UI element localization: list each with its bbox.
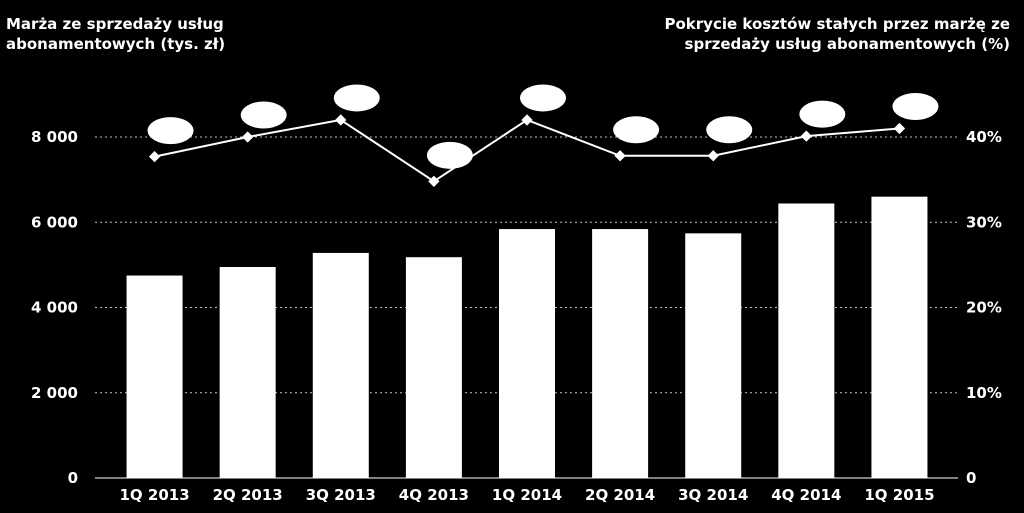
- data-label-bubble: [613, 116, 660, 144]
- y2-tick-label: 20%: [966, 299, 1002, 317]
- x-tick-label: 1Q 2013: [119, 486, 189, 504]
- y-tick-label: 2 000: [31, 384, 78, 402]
- data-label-bubble: [426, 141, 473, 169]
- line-series: [154, 118, 900, 183]
- line-marker: [893, 122, 906, 135]
- bar: [312, 252, 369, 478]
- x-tick-label: 1Q 2015: [864, 486, 934, 504]
- line-marker: [800, 130, 812, 142]
- line-marker: [148, 150, 161, 163]
- x-tick-label: 2Q 2014: [585, 486, 655, 504]
- x-tick-label: 4Q 2013: [399, 486, 469, 504]
- data-label-bubble: [706, 116, 753, 144]
- data-label-bubble: [333, 84, 380, 112]
- line-marker: [335, 114, 347, 126]
- y-tick-label: 0: [68, 469, 78, 487]
- bar: [219, 267, 276, 478]
- y-tick-label: 6 000: [31, 213, 78, 231]
- y-tick-label: 4 000: [31, 299, 78, 317]
- x-tick-label: 3Q 2013: [306, 486, 376, 504]
- bar: [592, 229, 649, 478]
- data-label-bubble: [240, 101, 287, 129]
- data-label-bubble: [799, 100, 846, 128]
- x-tick-label: 3Q 2014: [678, 486, 748, 504]
- data-label-bubble: [520, 84, 566, 112]
- y2-tick-label: 0: [966, 469, 976, 487]
- y2-tick-label: 30%: [966, 213, 1002, 231]
- line-marker: [707, 150, 719, 162]
- line-marker: [428, 175, 440, 187]
- line-marker: [242, 131, 254, 143]
- bar: [871, 196, 928, 479]
- x-tick-label: 1Q 2014: [492, 486, 562, 504]
- x-tick-label: 4Q 2014: [771, 486, 841, 504]
- data-label-bubble: [147, 117, 194, 145]
- x-tick-label: 2Q 2013: [213, 486, 283, 504]
- bar: [405, 257, 462, 478]
- line-marker: [614, 150, 626, 162]
- bar: [126, 275, 183, 478]
- y2-tick-label: 10%: [966, 384, 1002, 402]
- y-tick-label: 8 000: [31, 128, 78, 146]
- y2-tick-label: 40%: [966, 128, 1002, 146]
- data-label-bubble: [892, 92, 939, 120]
- right-axis-title: Pokrycie kosztów stałych przez marżę ze …: [664, 15, 1011, 53]
- bar: [499, 229, 555, 478]
- line-marker: [521, 114, 533, 126]
- left-axis-title: Marża ze sprzedaży usług abonamentowych …: [6, 15, 226, 53]
- bar: [778, 203, 835, 478]
- bar: [685, 233, 742, 478]
